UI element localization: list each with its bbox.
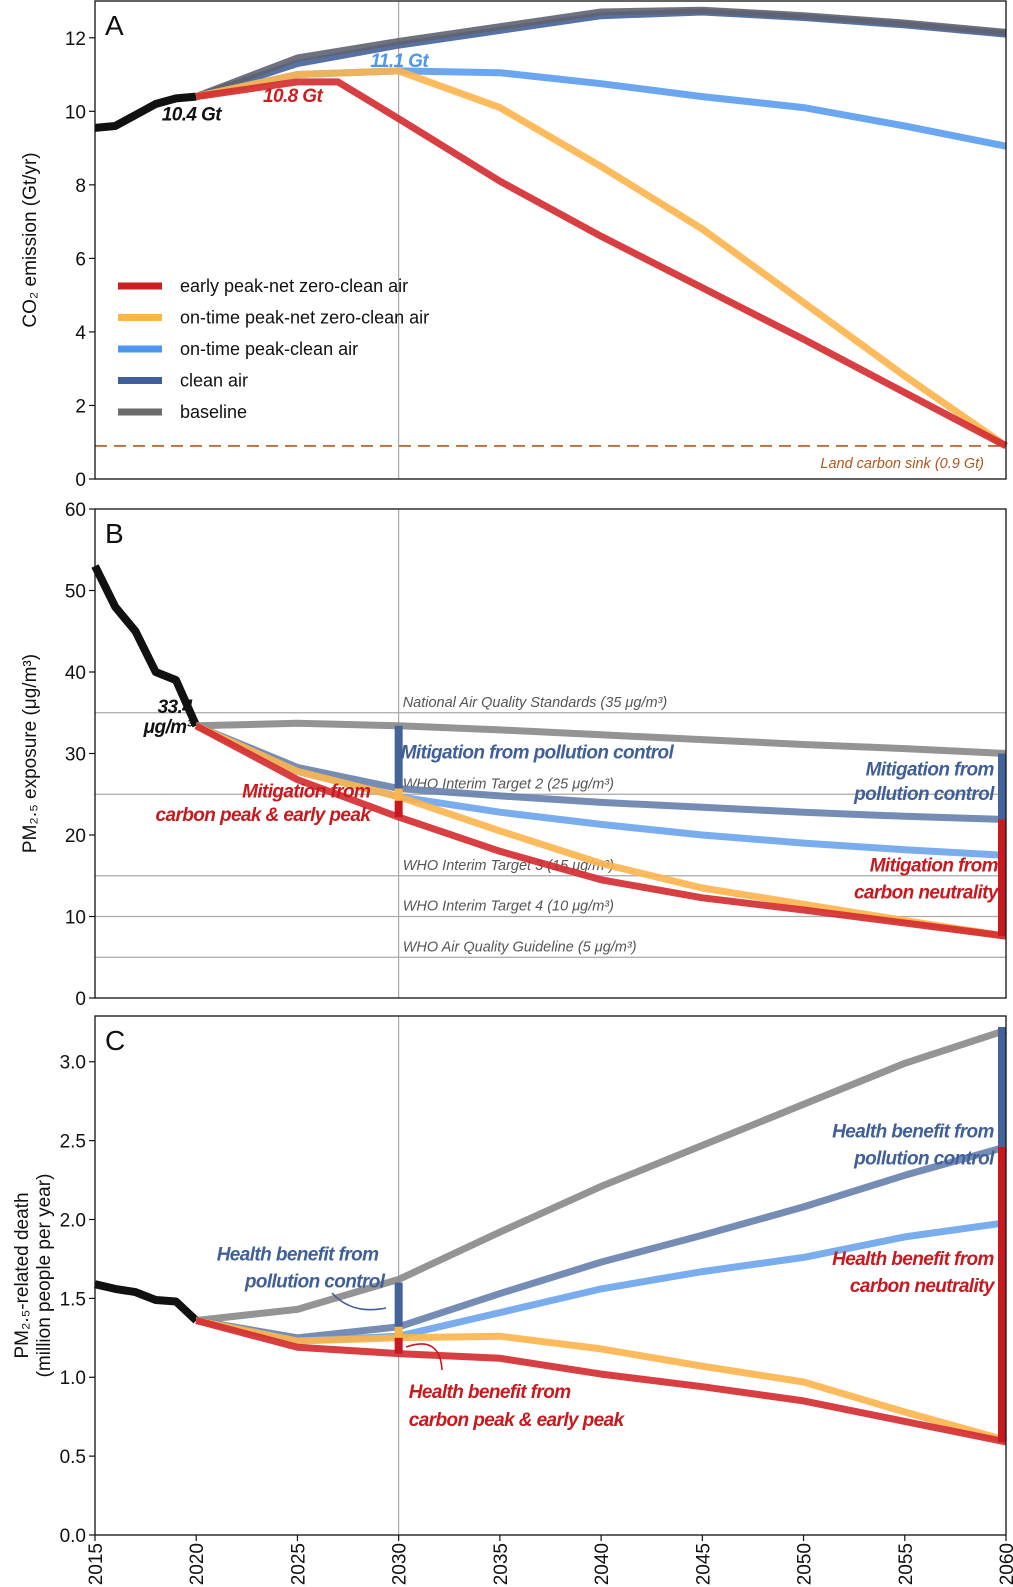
y-tick-label: 0 (75, 989, 86, 1010)
series-line-clean-air (195, 1143, 1007, 1342)
series-line-historical (94, 1280, 199, 1324)
y-tick-label: 40 (65, 663, 86, 684)
y-tick-label: 60 (65, 500, 86, 521)
mitigation-bar (394, 800, 403, 818)
panel-letter: A (105, 10, 124, 41)
series-line-historical (91, 564, 200, 728)
legend-label: clean air (180, 371, 248, 391)
y-tick-label: 50 (65, 582, 86, 603)
y-tick-label: 2 (75, 396, 86, 417)
reference-line-label: WHO Air Quality Guideline (5 μg/m³) (403, 939, 637, 955)
x-tick-label: 2055 (896, 1543, 917, 1585)
series-line-early-peak-net-zero (195, 1317, 1007, 1446)
y-tick-label: 0 (75, 470, 86, 491)
y-tick-label: 12 (65, 29, 86, 50)
legend-label: on-time peak-clean air (180, 339, 358, 359)
y-tick-label: 20 (65, 826, 86, 847)
reference-line-label: WHO Interim Target 2 (25 μg/m³) (403, 776, 614, 792)
x-tick-label: 2050 (795, 1543, 816, 1585)
y-axis-label: PM₂.₅-related death (12, 1192, 33, 1358)
y-axis-label: PM₂.₅ exposure (μg/m³) (20, 654, 41, 853)
y-tick-label: 1.0 (60, 1368, 86, 1389)
legend-label: baseline (180, 402, 247, 422)
reference-line-label: WHO Interim Target 4 (10 μg/m³) (403, 899, 614, 915)
panel-a: Land carbon sink (0.9 Gt) 0 2 4 6 8 10 12 CO₂ em… (20, 0, 1008, 491)
plot-frame (94, 0, 1007, 480)
annotation-label: μg/m³ (143, 717, 194, 738)
x-tick-label: 2035 (491, 1543, 512, 1585)
annotation-label: Mitigation from (866, 760, 995, 781)
annotation-label: carbon peak & early peak (156, 805, 373, 826)
series-line-clean-air (194, 722, 1007, 823)
reference-line-label: National Air Quality Standards (35 μg/m³… (403, 695, 667, 711)
y-axis-label: CO₂ emission (Gt/yr) (20, 152, 41, 327)
mitigation-bar (998, 1146, 1006, 1442)
annotation-label: pollution control (853, 784, 995, 805)
annotation-label: carbon neutrality (850, 1276, 996, 1297)
panel-c: 0.0 0.5 1.0 1.5 2.0 2.5 3.0 2015 2020 2025 2030 203… (12, 1015, 1013, 1585)
annotation-label: Mitigation from (870, 856, 999, 877)
series-line-on-time-peak-net-zero (195, 67, 1008, 449)
panel-b: National Air Quality Standards (35 μg/m³… (20, 500, 1007, 1010)
y-tick-label: 8 (75, 176, 86, 197)
x-tick-label: 2060 (997, 1543, 1013, 1585)
x-tick-label: 2020 (187, 1543, 208, 1585)
x-tick-label: 2015 (86, 1543, 107, 1585)
mitigation-bar (394, 788, 403, 801)
annotation-label: Health benefit from (409, 1382, 571, 1403)
mitigation-bar (998, 753, 1006, 820)
leader-curve-carbon-peak (405, 1343, 443, 1371)
series-line-historical (94, 92, 197, 132)
annotation-label: carbon peak & early peak (409, 1410, 626, 1431)
y-tick-label: 1.5 (60, 1289, 86, 1310)
x-tick-label: 2030 (390, 1543, 411, 1585)
y-tick-label: 0.0 (60, 1526, 86, 1547)
annotation-label: 11.1 Gt (370, 51, 429, 72)
reference-line-label: Land carbon sink (0.9 Gt) (820, 456, 984, 472)
series-line-baseline (195, 1026, 1008, 1324)
annotation-label: Health benefit from (832, 1121, 994, 1142)
y-tick-label: 2.5 (60, 1132, 86, 1153)
annotation-label: Mitigation from pollution control (401, 742, 675, 763)
annotation-label: carbon neutrality (854, 883, 1000, 904)
y-tick-label: 3.0 (60, 1053, 86, 1074)
legend-label: on-time peak-net zero-clean air (180, 308, 429, 328)
y-tick-label: 10 (65, 102, 86, 123)
y-tick-label: 0.5 (60, 1447, 86, 1468)
annotation-label: Mitigation from (242, 782, 371, 803)
legend-label: early peak-net zero-clean air (180, 276, 408, 296)
series-line-baseline (194, 6, 1007, 100)
y-tick-label: 10 (65, 908, 86, 929)
plot-frame (94, 1015, 1007, 1536)
panel-letter: B (105, 518, 124, 549)
series-line-on-time-peak-net-zero (195, 1317, 1007, 1444)
panel-letter: C (105, 1025, 125, 1056)
annotation-label: 10.8 Gt (263, 86, 323, 107)
mitigation-bar (394, 725, 403, 789)
y-tick-label: 2.0 (60, 1210, 86, 1231)
annotation-label: pollution control (244, 1271, 386, 1292)
annotation-label: 33.4 (158, 697, 194, 718)
mitigation-bar (998, 819, 1006, 937)
mitigation-bar (394, 1337, 403, 1354)
x-tick-label: 2025 (288, 1543, 309, 1585)
annotation-label: Health benefit from (217, 1245, 379, 1266)
y-tick-label: 4 (75, 323, 86, 344)
mitigation-bar (394, 1282, 403, 1327)
series-line-early-peak-net-zero (194, 722, 1007, 940)
annotation-label: pollution control (853, 1148, 995, 1169)
y-axis-label: (million people per year) (34, 1174, 55, 1378)
x-tick-label: 2045 (693, 1543, 714, 1585)
x-tick-label: 2040 (592, 1543, 613, 1585)
leader-curve-pollution (331, 1292, 387, 1311)
series-line-baseline (196, 719, 1007, 757)
mitigation-bar (998, 1027, 1006, 1147)
series-line-early-peak-net-zero (195, 78, 1008, 449)
annotation-label: 10.4 Gt (162, 105, 222, 126)
y-tick-label: 30 (65, 745, 86, 766)
y-tick-label: 6 (75, 249, 86, 270)
annotation-label: Health benefit from (832, 1249, 994, 1270)
mitigation-bar (394, 1326, 403, 1338)
